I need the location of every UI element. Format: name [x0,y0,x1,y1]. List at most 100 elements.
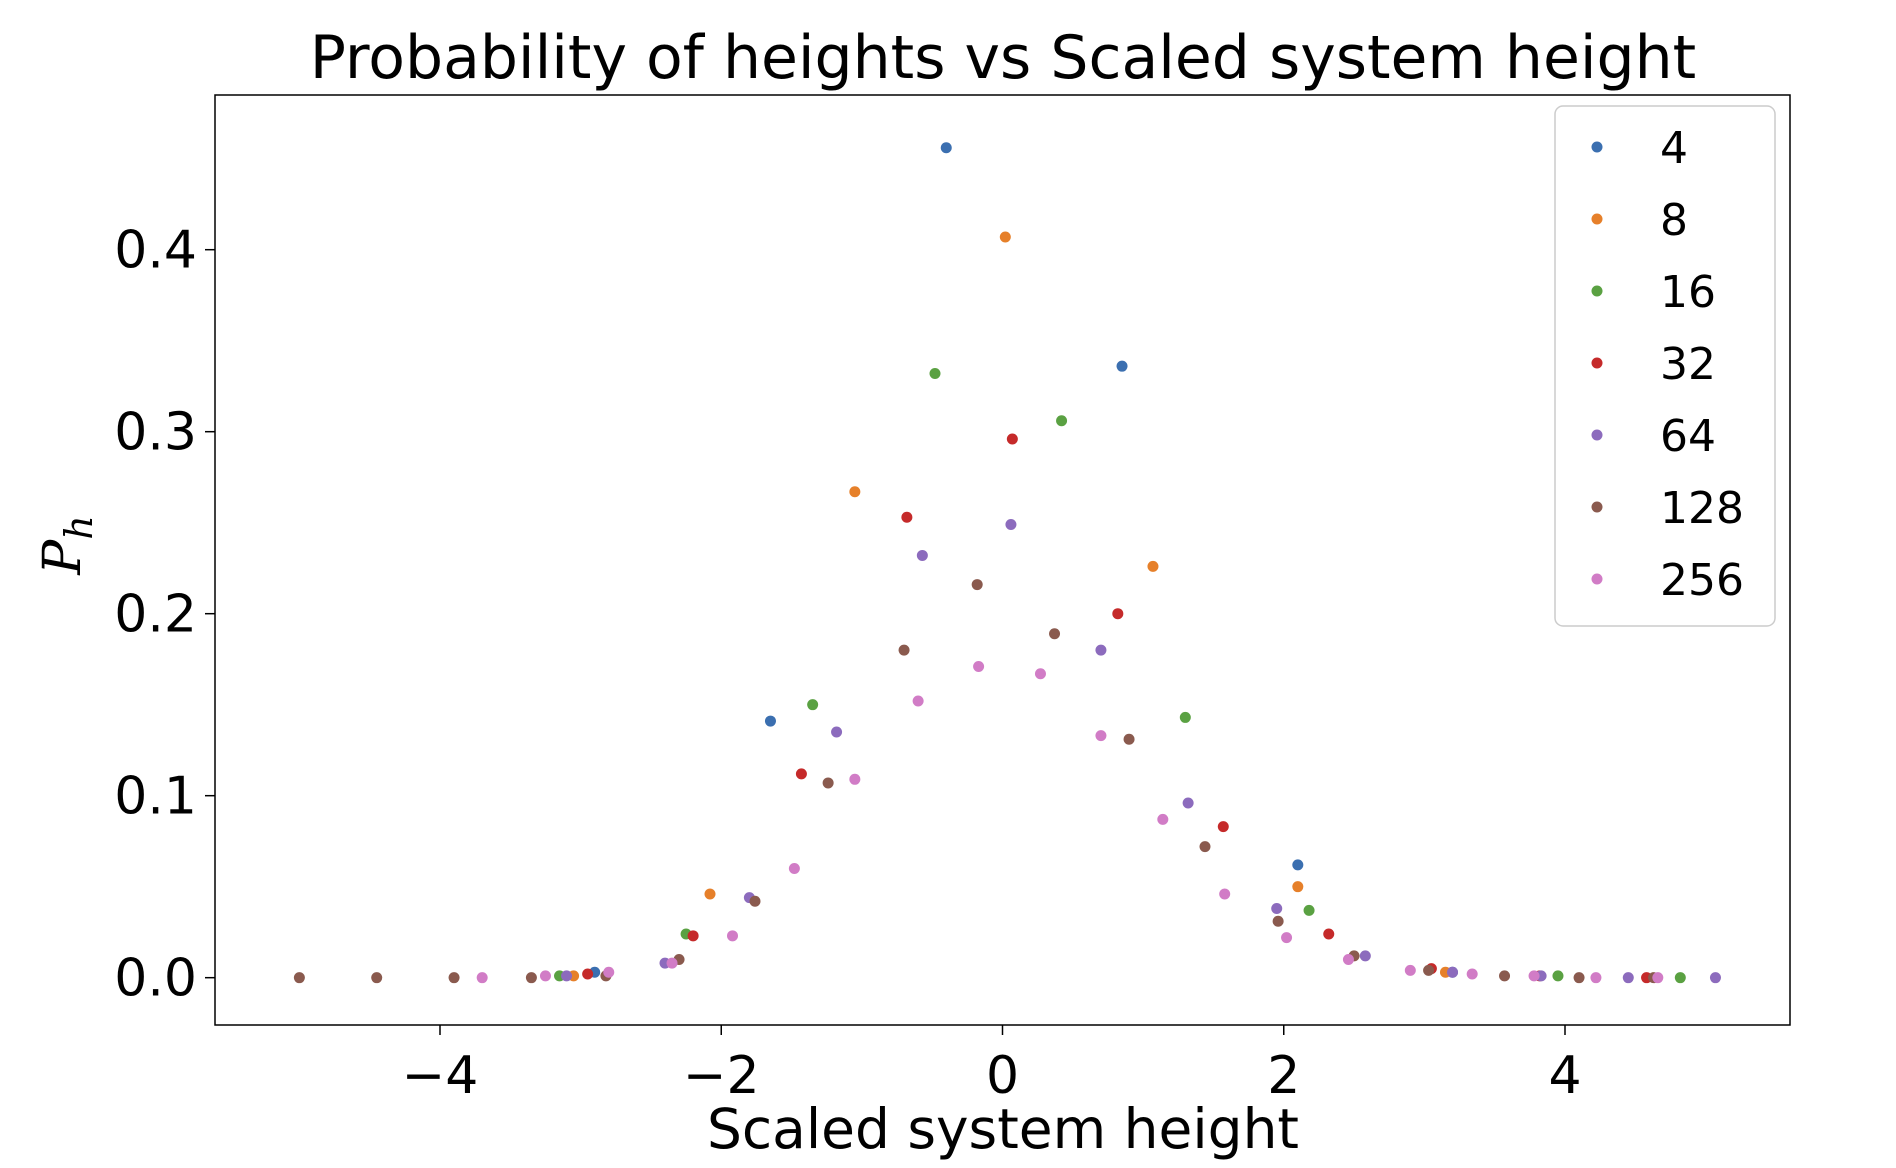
series-256 [476,660,1664,984]
data-point [1674,972,1686,984]
data-point [749,895,761,907]
series-64 [561,519,1721,984]
data-point [1447,966,1458,978]
data-point [727,930,738,942]
series-128 [293,579,1660,984]
y-axis-label: Ph [33,515,101,575]
data-point [916,549,928,561]
data-point [666,957,678,969]
legend-label: 8 [1660,195,1688,246]
data-point [971,579,983,591]
data-point [1123,733,1135,745]
data-point [476,972,488,984]
x-tick-label: 2 [1267,1046,1300,1106]
data-point [561,970,573,982]
data-point [1219,888,1231,900]
y-tick-label: 0.1 [114,767,197,827]
data-point [849,486,861,498]
data-point [1323,928,1335,940]
data-point [1217,821,1229,833]
data-point [1573,972,1585,984]
data-point [973,660,985,672]
data-point [898,644,910,656]
y-axis: 0.0 0.1 0.2 0.3 0.4 [114,221,215,1009]
y-tick-label: 0.2 [114,585,197,645]
data-point [1056,415,1068,427]
data-point [704,888,716,900]
legend-marker [1591,501,1603,513]
data-point [293,972,305,984]
legend-marker [1591,285,1603,297]
data-points [293,142,1721,984]
legend-label: 32 [1660,339,1716,390]
data-point [1404,964,1416,976]
data-point [1199,841,1211,853]
legend-marker [1591,141,1603,153]
x-axis-label: Scaled system height [707,1097,1299,1161]
data-point [1095,644,1107,656]
data-point [1095,730,1107,742]
series-32 [582,433,1653,984]
data-point [582,968,594,980]
data-point [788,862,800,874]
data-point [831,726,843,738]
legend-marker [1591,213,1603,225]
data-point [1528,970,1540,982]
data-point [1303,904,1315,916]
data-point [901,511,913,523]
data-point [1157,813,1169,825]
legend-marker [1591,573,1603,585]
data-point [795,768,807,780]
data-point [929,367,941,379]
legend-marker [1591,357,1603,369]
data-point [1116,360,1128,372]
data-point [448,972,460,984]
data-point [1272,915,1284,927]
data-point [1034,668,1046,680]
data-point [1006,433,1018,445]
legend: 4 8 16 32 64 128 256 [1554,105,1776,627]
x-tick-label: 0 [986,1046,1019,1106]
y-tick-label: 0.0 [114,949,197,1009]
data-point [912,695,924,707]
data-point [1292,859,1304,871]
data-point [687,930,699,942]
x-tick-label: 4 [1548,1046,1581,1106]
y-axis-label-base: P [33,539,93,576]
x-tick-label: −2 [683,1046,760,1106]
legend-label: 64 [1660,411,1716,462]
x-axis: −4 −2 0 2 4 [402,1025,1582,1106]
data-point [371,972,383,984]
data-point [999,231,1011,243]
legend-marker [1591,429,1603,441]
x-tick-label: −4 [402,1046,479,1106]
data-point [603,966,615,978]
data-point [1552,970,1564,982]
series-16 [554,367,1686,984]
data-point [1005,519,1017,531]
data-point [1652,972,1664,984]
legend-label: 4 [1660,123,1688,174]
legend-label: 128 [1660,483,1744,534]
legend-label: 16 [1660,267,1716,318]
series-8 [568,231,1451,982]
data-point [1622,972,1634,984]
data-point [1359,950,1371,962]
svg-text:Ph: Ph [33,515,101,575]
data-point [1499,970,1511,982]
data-point [1342,953,1354,965]
data-point [1271,903,1283,915]
data-point [764,715,776,727]
chart-title: Probability of heights vs Scaled system … [310,23,1696,93]
data-point [940,142,952,154]
y-axis-label-subscript: h [57,515,101,539]
data-point [1179,711,1191,723]
data-point [1292,881,1304,893]
data-point [1709,972,1721,984]
data-point [1147,560,1159,572]
data-point [1281,932,1293,944]
data-point [525,972,537,984]
data-point [1466,968,1478,980]
y-tick-label: 0.4 [114,221,197,281]
